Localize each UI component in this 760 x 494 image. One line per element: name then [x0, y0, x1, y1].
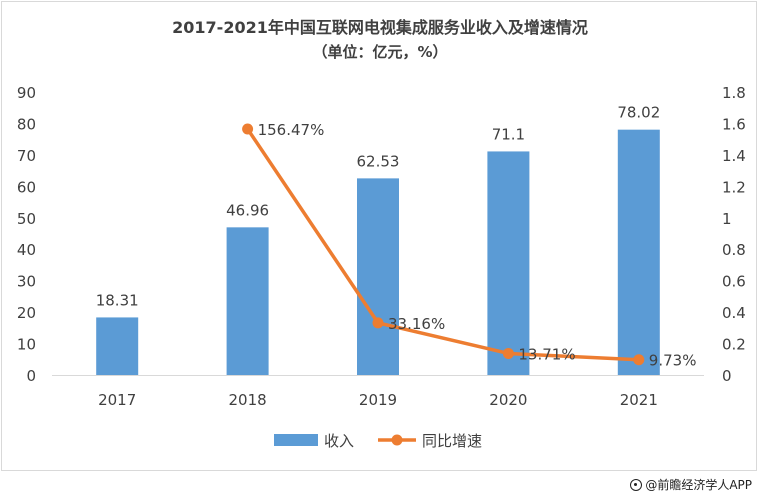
y-right-tick-label: 0.8	[722, 241, 746, 259]
bar-2021	[617, 129, 660, 375]
y-right-tick-label: 0.2	[722, 336, 746, 354]
y-left-tick-label: 60	[17, 178, 36, 196]
y-left-tick-label: 30	[17, 273, 36, 291]
growth-point-2021	[633, 354, 645, 366]
y-left-tick-label: 40	[17, 241, 36, 259]
x-tick-label: 2018	[229, 391, 267, 409]
watermark: @前瞻经济学人APP	[630, 476, 752, 493]
line-data-label: 13.71%	[518, 345, 575, 363]
bar-data-label: 46.96	[226, 201, 269, 219]
growth-point-2018	[242, 123, 254, 135]
y-left-tick-label: 80	[17, 115, 36, 133]
bar-2017	[96, 317, 139, 375]
growth-point-2019	[372, 317, 384, 329]
y-right-tick-label: 1.2	[722, 178, 746, 196]
y-left-tick-label: 90	[17, 84, 36, 102]
logo-icon	[630, 479, 643, 491]
bar-2020	[487, 151, 530, 375]
x-tick-label: 2017	[98, 391, 136, 409]
y-right-tick-label: 0	[722, 367, 732, 385]
y-left-tick-label: 50	[17, 210, 36, 228]
y-right-tick-label: 1	[722, 210, 732, 228]
legend-label-revenue: 收入	[324, 432, 354, 450]
x-tick-label: 2019	[359, 391, 397, 409]
y-left-tick-label: 10	[17, 336, 36, 354]
bar-data-label: 18.31	[96, 291, 139, 309]
y-left-tick-label: 70	[17, 147, 36, 165]
legend-swatch-revenue	[274, 434, 318, 446]
x-tick-label: 2020	[489, 391, 527, 409]
line-data-label: 9.73%	[649, 352, 697, 370]
y-right-tick-label: 0.4	[722, 304, 746, 322]
chart-title: 2017-2021年中国互联网电视集成服务业收入及增速情况	[172, 18, 588, 37]
x-tick-label: 2021	[620, 391, 658, 409]
y-right-tick-label: 1.8	[722, 84, 746, 102]
growth-point-2020	[502, 347, 514, 359]
watermark-text: @前瞻经济学人APP	[645, 478, 752, 492]
legend-swatch-growth-marker	[391, 434, 403, 446]
legend-label-growth: 同比增速	[422, 432, 482, 450]
bar-2018	[226, 227, 269, 375]
y-left-tick-label: 20	[17, 304, 36, 322]
bar-data-label: 62.53	[357, 152, 400, 170]
bar-data-label: 71.1	[492, 125, 525, 143]
growth-rate-line	[246, 128, 639, 362]
y-left-tick-label: 0	[26, 367, 36, 385]
y-right-tick-label: 1.6	[722, 115, 746, 133]
bar-data-label: 78.02	[617, 104, 660, 122]
line-data-label: 33.16%	[388, 315, 445, 333]
chart-subtitle: （单位：亿元，%）	[312, 43, 448, 61]
bar-2019	[357, 178, 399, 375]
y-right-tick-label: 1.4	[722, 147, 746, 165]
line-data-label: 156.47%	[258, 121, 325, 139]
y-right-tick-label: 0.6	[722, 273, 746, 291]
